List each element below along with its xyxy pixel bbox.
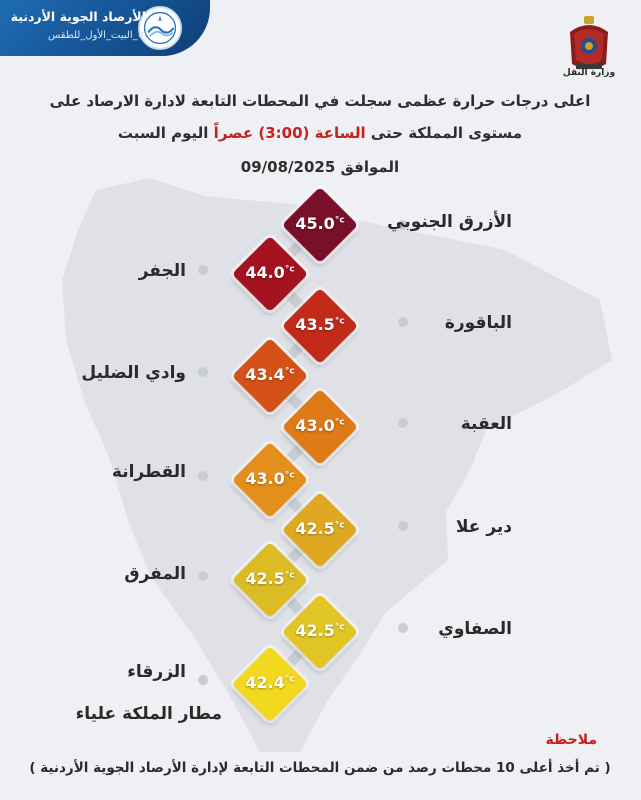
org-name: الأرصاد الجوية الأردنية: [10, 9, 146, 24]
temperature-number: 43.0: [245, 469, 285, 488]
station-marker-dot: [198, 367, 208, 377]
temperature-number: 43.5: [295, 315, 335, 334]
temperature-value: 42.4°c: [230, 673, 310, 692]
temperature-value: 42.5°c: [230, 569, 310, 588]
temperature-number: 42.5: [245, 569, 285, 588]
temperature-value: 43.4°c: [230, 365, 310, 384]
station-name: الجفر: [138, 261, 186, 281]
station-marker-dot: [198, 571, 208, 581]
temperature-unit: °c: [284, 264, 295, 275]
temperature-value: 43.0°c: [280, 416, 360, 435]
temperature-number: 43.4: [245, 365, 285, 384]
note-text: ( تم أخذ أعلى 10 محطات رصد من ضمن المحطا…: [29, 760, 611, 776]
station-marker-dot: [198, 265, 208, 275]
temperature-number: 44.0: [245, 263, 285, 282]
temperature-unit: °c: [334, 520, 345, 531]
temperature-unit: °c: [334, 622, 345, 633]
org-banner: الأرصاد الجوية الأردنية #_البيت_الأول_لل…: [0, 0, 210, 56]
temperature-number: 42.4: [245, 673, 285, 692]
station-marker-dot: [198, 675, 208, 685]
temperature-unit: °c: [334, 215, 345, 226]
ministry-name: وزارة النقل: [562, 68, 616, 78]
temperature-unit: °c: [284, 674, 295, 685]
station-marker-dot: [398, 418, 408, 428]
temperature-unit: °c: [334, 316, 345, 327]
temperature-value: 45.0°c: [280, 214, 360, 233]
title-time-highlight: الساعة (3:00) عصراً: [213, 124, 366, 142]
station-marker-dot: [398, 623, 408, 633]
station-name: الأزرق الجنوبي: [387, 212, 512, 232]
station-name: دير علا: [455, 517, 512, 537]
temperature-value: 42.5°c: [280, 519, 360, 538]
station-name: المفرق: [124, 564, 186, 584]
title-line-2: مستوى المملكة حتى الساعة (3:00) عصراً ال…: [20, 124, 620, 142]
station-name-secondary: مطار الملكة علياء: [75, 704, 222, 724]
royal-crest-icon: [570, 16, 608, 69]
station-marker-dot: [398, 317, 408, 327]
station-name: القطرانة: [111, 462, 186, 482]
temperature-number: 45.0: [295, 214, 335, 233]
note-heading: ملاحظة: [545, 732, 597, 748]
temperature-unit: °c: [284, 470, 295, 481]
temperature-unit: °c: [334, 417, 345, 428]
title-line-2-start: مستوى المملكة حتى: [365, 124, 523, 142]
temperature-number: 42.5: [295, 621, 335, 640]
org-hashtag: #_البيت_الأول_للطقس: [47, 30, 146, 41]
temperature-number: 43.0: [295, 416, 335, 435]
station-name: العقبة: [460, 414, 512, 434]
temperature-value: 42.5°c: [280, 621, 360, 640]
title-line-2-end: اليوم السبت: [117, 124, 214, 142]
station-marker-dot: [198, 471, 208, 481]
jmd-logo-icon: [138, 6, 182, 50]
temperature-value: 43.0°c: [230, 469, 310, 488]
title-line-1: اعلى درجات حرارة عظمى سجلت في المحطات ال…: [49, 92, 591, 110]
station-name: وادي الضليل: [81, 363, 186, 383]
date-line: الموافق 09/08/2025: [240, 158, 400, 176]
temperature-number: 42.5: [295, 519, 335, 538]
station-marker-dot: [398, 220, 408, 230]
station-marker-dot: [398, 521, 408, 531]
temperature-unit: °c: [284, 570, 295, 581]
temperature-unit: °c: [284, 366, 295, 377]
temperature-value: 43.5°c: [280, 315, 360, 334]
station-name: الصفاوي: [438, 619, 512, 639]
station-name: الزرقاء: [127, 662, 186, 682]
temperature-value: 44.0°c: [230, 263, 310, 282]
station-name: الباقورة: [444, 313, 512, 333]
